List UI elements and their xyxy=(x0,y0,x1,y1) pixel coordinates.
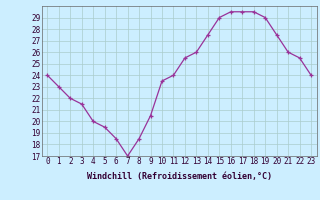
X-axis label: Windchill (Refroidissement éolien,°C): Windchill (Refroidissement éolien,°C) xyxy=(87,172,272,181)
